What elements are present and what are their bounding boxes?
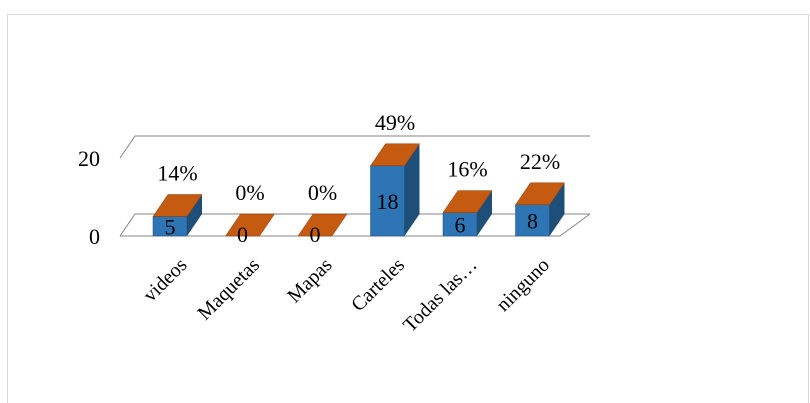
percent-label: 0% [235,180,264,205]
gridline-0 [119,213,590,237]
x-tick-label: Carteles [347,254,409,316]
y-tick-label: 0 [89,224,100,249]
bar-top-1 [225,213,275,237]
x-tick-label: ninguno [492,254,554,316]
bar-value-label: 0 [310,222,321,247]
bar-top-2 [297,213,348,237]
bar-top-5 [515,182,565,206]
bar-side-4 [477,190,492,236]
x-tick-label: Todas las… [399,254,482,337]
percent-label: 16% [447,157,487,182]
bar-side-0 [187,194,202,236]
bar-value-label: 8 [527,208,538,233]
floor-right-edge [559,213,591,237]
bar-top-0 [152,194,203,217]
bar-value-label: 18 [377,189,399,214]
y-tick-label: 20 [78,146,100,171]
gridline-20 [119,135,590,159]
bar-top-4 [442,190,493,213]
percent-label: 22% [520,149,560,174]
percent-label: 0% [308,180,337,205]
x-tick-label: Maquetas [193,254,264,325]
bar-value-label: 5 [165,214,176,239]
bar-side-5 [549,182,565,236]
bar-value-label: 6 [455,212,466,237]
x-tick-label: Mapas [283,254,336,307]
percent-label: 14% [157,161,197,186]
bar-front-5 [515,204,550,237]
bar-top-3 [370,143,420,167]
bar-side-3 [404,143,420,236]
bar-value-label: 0 [237,222,248,247]
percent-label: 49% [375,110,415,135]
x-tick-label: videos [139,254,192,307]
